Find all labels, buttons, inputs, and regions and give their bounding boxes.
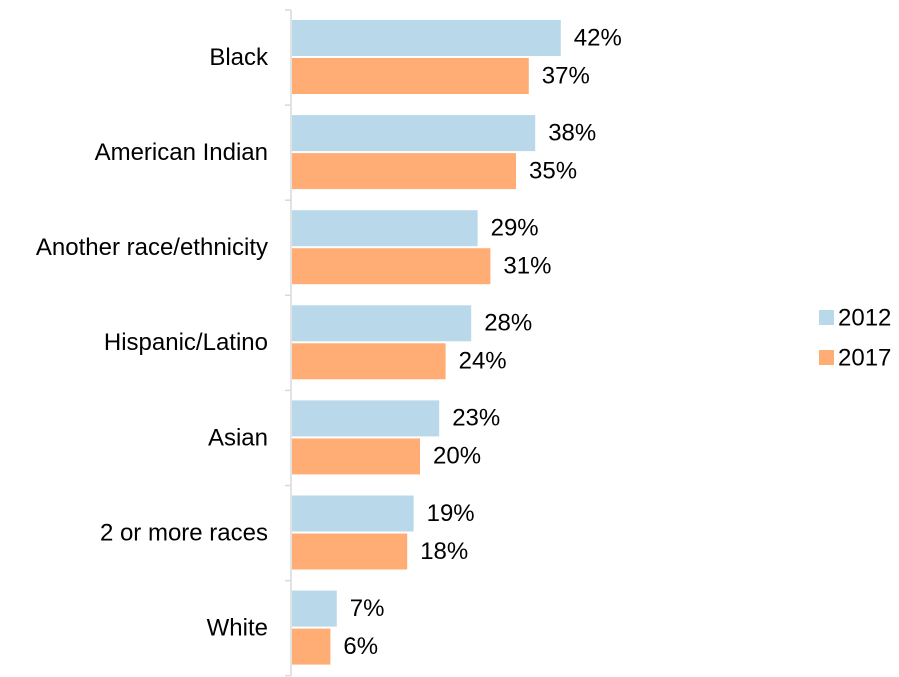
legend-swatch-2017: [819, 350, 834, 365]
category-label: Hispanic/Latino: [104, 329, 268, 356]
category-label: Asian: [208, 424, 268, 451]
legend: 2012 2017: [819, 304, 891, 371]
data-label: 7%: [350, 595, 385, 622]
data-label: 37%: [542, 62, 590, 89]
category-axis: [285, 9, 292, 677]
bar-2012-2-or-more-races: [292, 495, 414, 532]
bar-2012-american-indian: [292, 115, 536, 152]
data-label: 19%: [427, 500, 475, 527]
category-label: Black: [209, 44, 269, 71]
bar-2012-hispanic-latino: [292, 305, 472, 342]
legend-swatch-2012: [819, 310, 834, 325]
data-label: 23%: [452, 405, 500, 432]
category-label: 2 or more races: [100, 519, 268, 546]
data-label: 28%: [484, 310, 532, 337]
data-label: 35%: [529, 157, 577, 184]
data-label: 38%: [548, 119, 596, 146]
data-labels: 42% 37% 38% 35% 29% 31% 28% 24% 23% 20% 19% 18% 7% 6%: [343, 24, 621, 660]
bar-2012-asian: [292, 400, 440, 437]
bar-2017-2-or-more-races: [292, 533, 408, 570]
bar-2017-white: [292, 628, 331, 665]
bar-2017-black: [292, 58, 529, 94]
bar-2017-hispanic-latino: [292, 343, 446, 380]
data-label: 6%: [343, 633, 378, 660]
data-label: 18%: [420, 538, 468, 565]
legend-label: 2017: [838, 344, 891, 371]
data-label: 42%: [574, 24, 622, 51]
legend-label: 2012: [838, 304, 891, 331]
data-label: 20%: [433, 443, 481, 470]
category-label: White: [207, 614, 268, 641]
category-label: Another race/ethnicity: [36, 234, 268, 261]
bar-2012-black: [292, 20, 561, 56]
bar-2017-american-indian: [292, 153, 516, 190]
data-label: 24%: [459, 348, 507, 375]
data-label: 31%: [503, 253, 551, 280]
category-labels: Black American Indian Another race/ethnici…: [36, 44, 269, 642]
bar-2012-another-race-ethnicity: [292, 210, 478, 247]
bar-2012-white: [292, 590, 337, 627]
bar-2017-another-race-ethnicity: [292, 248, 491, 285]
data-label: 29%: [491, 215, 539, 242]
bars: [292, 20, 561, 665]
bar-2017-asian: [292, 438, 420, 475]
category-label: American Indian: [95, 139, 268, 166]
